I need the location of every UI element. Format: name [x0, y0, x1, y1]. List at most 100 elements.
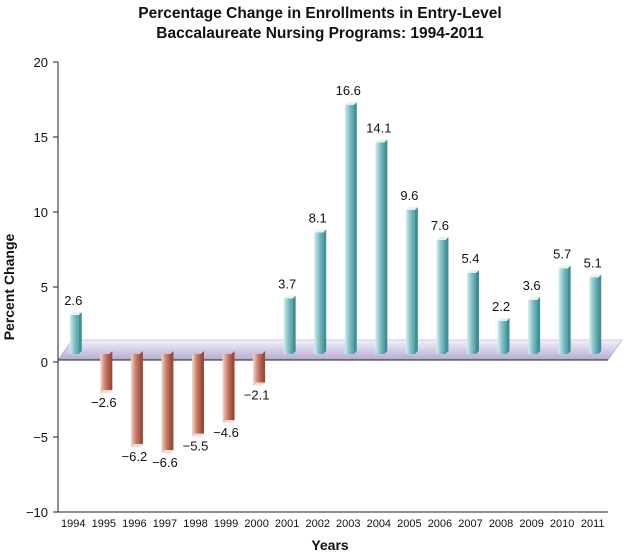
y-axis-label: Percent Change — [1, 233, 17, 340]
bar-cap-2002 — [314, 229, 327, 233]
bar-cap-1994 — [69, 312, 82, 315]
bar-cap-2003 — [344, 102, 357, 105]
bar-1997 — [161, 354, 171, 453]
bar-value-label: 5.4 — [461, 251, 479, 266]
bar-side-2001 — [292, 295, 296, 354]
bar-1996 — [130, 354, 140, 447]
bar-cap-2006 — [436, 237, 449, 240]
bar-side-2007 — [476, 270, 479, 354]
x-axis-tick-labels: 1994 1995 1996 1997 1998 1999 2000 2001 2002 2003… — [61, 518, 605, 530]
bar-side-1994 — [78, 312, 82, 354]
bar-value-label: 5.1 — [584, 256, 602, 271]
x-tick-label: 2001 — [275, 518, 299, 530]
y-tick-label: −5 — [33, 430, 48, 445]
bar-2000 — [253, 354, 263, 386]
bar-2001 — [283, 298, 293, 354]
bars-group: 2.6 −2.6 −6.2 −6.6 −5.5 −4.6 −2.1 3.7 8.1 16.6 14.… — [64, 83, 602, 470]
x-tick-label: 1994 — [61, 518, 85, 530]
x-tick-label: 1997 — [153, 518, 177, 530]
bar-2007 — [467, 273, 476, 354]
bar-2006 — [436, 240, 446, 354]
bar-1999 — [222, 354, 232, 423]
chart-title-line-2: Baccalaureate Nursing Programs: 1994-201… — [156, 25, 484, 42]
bar-1995 — [100, 354, 110, 393]
bar-value-label: −6.6 — [152, 455, 178, 470]
bar-value-label: −5.5 — [183, 439, 209, 454]
chart-title-line-1: Percentage Change in Enrollments in Entr… — [138, 5, 501, 22]
bar-2011 — [589, 277, 599, 354]
bar-value-label: −4.6 — [213, 425, 239, 440]
bar-side-2011 — [598, 274, 602, 354]
bar-1994 — [69, 315, 79, 354]
bar-value-label: 8.1 — [309, 211, 327, 226]
bar-cap-2001 — [283, 295, 296, 299]
bar-side-1998 — [201, 351, 204, 437]
bar-side-2008 — [506, 318, 510, 354]
x-tick-label: 1999 — [214, 518, 238, 530]
bar-cap-1998 — [192, 433, 204, 437]
y-tick-label: 15 — [34, 130, 48, 145]
bar-2003 — [344, 105, 354, 354]
bar-side-2006 — [445, 237, 449, 354]
bar-value-label: 16.6 — [336, 83, 361, 98]
bar-side-1997 — [170, 351, 174, 453]
bar-value-label: 5.7 — [553, 247, 571, 262]
x-tick-label: 2009 — [519, 518, 543, 530]
bar-value-label: 14.1 — [366, 121, 391, 136]
bar-value-label: −6.2 — [122, 449, 148, 464]
bar-2004 — [375, 142, 385, 354]
x-tick-label: 2006 — [428, 518, 452, 530]
bar-side-1995 — [109, 351, 113, 393]
y-axis-ticks: 20 15 10 5 0 −5 −10 — [26, 55, 58, 520]
bar-2002 — [314, 232, 324, 354]
bar-2010 — [558, 268, 568, 354]
bar-value-label: 3.6 — [523, 278, 541, 293]
x-tick-label: 1998 — [183, 518, 207, 530]
bar-2009 — [528, 300, 538, 354]
x-tick-label: 2000 — [244, 518, 268, 530]
x-tick-label: 2010 — [550, 518, 574, 530]
bar-cap-2008 — [497, 318, 510, 321]
bar-1998 — [192, 354, 201, 437]
bar-side-2003 — [353, 102, 357, 354]
y-tick-label: 20 — [34, 55, 48, 70]
bar-cap-1997 — [161, 450, 174, 453]
x-tick-label: 1995 — [92, 518, 116, 530]
bar-cap-2000 — [253, 382, 266, 386]
y-tick-label: 5 — [41, 280, 48, 295]
x-tick-label: 2008 — [489, 518, 513, 530]
y-tick-label: 10 — [34, 205, 48, 220]
bar-2005 — [405, 210, 415, 354]
bar-side-2000 — [262, 351, 266, 386]
x-tick-label: 2004 — [367, 518, 391, 530]
bar-value-label: 2.6 — [64, 293, 82, 308]
bar-side-2005 — [414, 207, 418, 354]
x-tick-label: 2002 — [305, 518, 329, 530]
bar-value-label: −2.6 — [91, 395, 117, 410]
bar-value-label: 2.2 — [492, 299, 510, 314]
x-tick-label: 1996 — [122, 518, 146, 530]
y-tick-label: 0 — [41, 355, 48, 370]
bar-side-2009 — [537, 297, 541, 354]
x-tick-label: 2007 — [458, 518, 482, 530]
y-tick-label: −10 — [26, 505, 48, 520]
bar-cap-2007 — [467, 270, 479, 273]
bar-side-2010 — [567, 265, 571, 354]
bar-cap-2005 — [405, 207, 418, 210]
bar-side-2002 — [323, 229, 327, 354]
bar-cap-1995 — [100, 390, 113, 393]
x-tick-label: 2011 — [581, 518, 605, 530]
bar-value-label: 9.6 — [400, 188, 418, 203]
bar-side-1996 — [139, 351, 143, 447]
bar-cap-2009 — [528, 297, 541, 300]
bar-cap-1996 — [130, 444, 143, 447]
bar-cap-2004 — [375, 139, 388, 143]
bar-value-label: −2.1 — [244, 388, 270, 403]
bar-value-label: 7.6 — [431, 218, 449, 233]
x-tick-label: 2003 — [336, 518, 360, 530]
bar-side-2004 — [384, 139, 388, 354]
x-axis-label: Years — [311, 537, 349, 553]
bar-cap-2010 — [558, 265, 571, 269]
bar-side-1999 — [231, 351, 235, 423]
